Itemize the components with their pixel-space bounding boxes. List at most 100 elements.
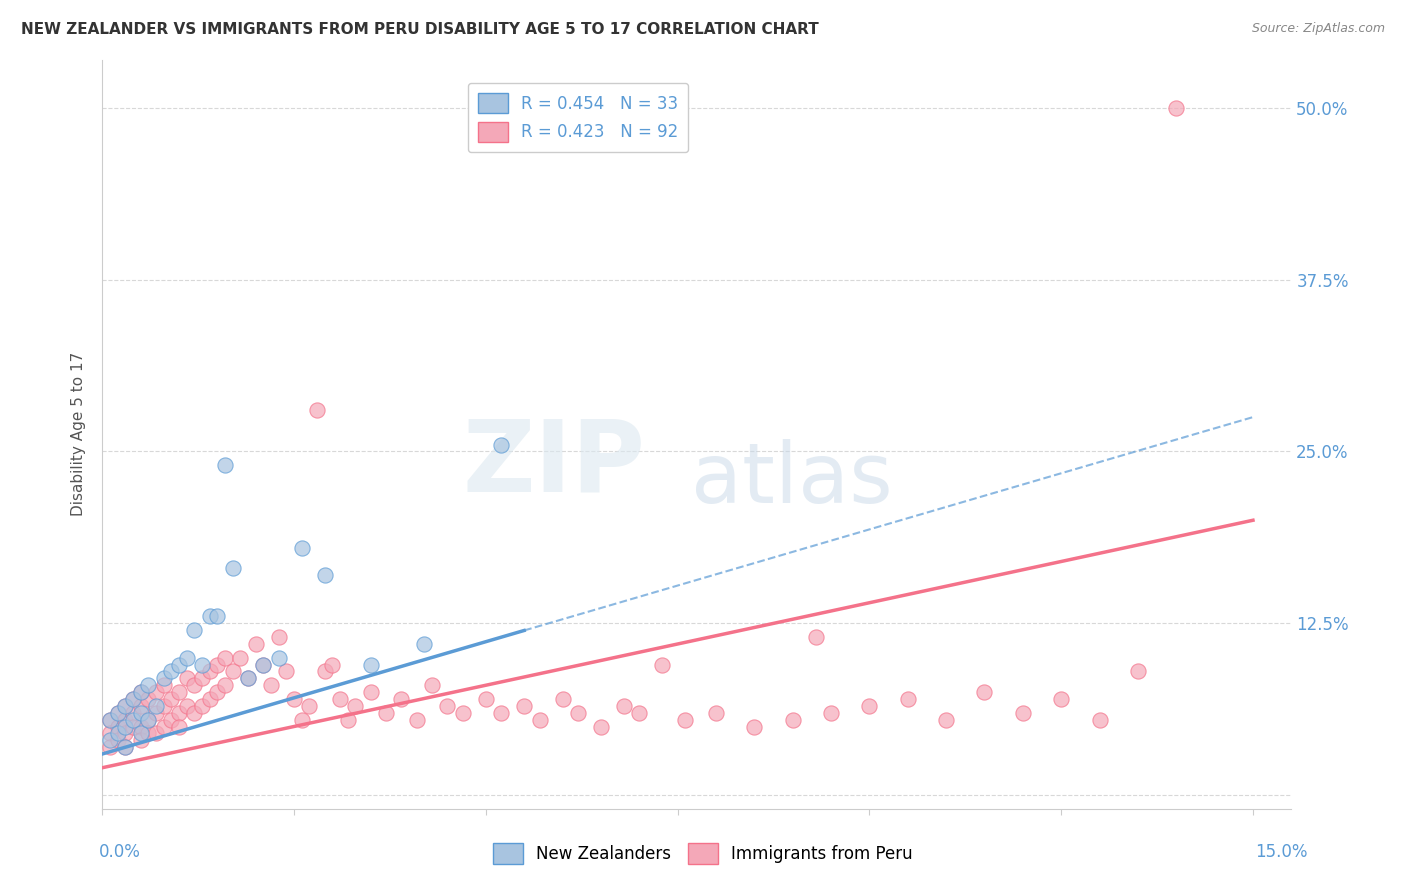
Point <box>107 706 129 720</box>
Point <box>276 665 298 679</box>
Point <box>145 706 167 720</box>
Point <box>114 698 136 713</box>
Point <box>152 719 174 733</box>
Point <box>198 665 221 679</box>
Point <box>122 692 145 706</box>
Point <box>329 692 352 706</box>
Point <box>628 706 651 720</box>
Point <box>129 685 152 699</box>
Point <box>489 437 512 451</box>
Point <box>122 706 145 720</box>
Point <box>229 650 252 665</box>
Point <box>214 650 236 665</box>
Point <box>183 624 205 638</box>
Point <box>145 698 167 713</box>
Point <box>973 685 995 699</box>
Point <box>291 541 314 555</box>
Point <box>136 713 159 727</box>
Point <box>114 726 136 740</box>
Point <box>207 609 229 624</box>
Point <box>214 678 236 692</box>
Point <box>207 657 229 672</box>
Point <box>489 706 512 720</box>
Point <box>804 630 827 644</box>
Point <box>742 719 765 733</box>
Point <box>1011 706 1033 720</box>
Point <box>451 706 474 720</box>
Point <box>236 672 259 686</box>
Point <box>167 706 190 720</box>
Point <box>267 630 290 644</box>
Point <box>420 678 443 692</box>
Point <box>145 726 167 740</box>
Point <box>298 698 321 713</box>
Point <box>413 637 436 651</box>
Point <box>107 726 129 740</box>
Point <box>267 650 290 665</box>
Point <box>136 713 159 727</box>
Point <box>360 685 382 699</box>
Point <box>589 719 612 733</box>
Point <box>152 678 174 692</box>
Point <box>129 685 152 699</box>
Point <box>114 740 136 755</box>
Point <box>145 685 167 699</box>
Y-axis label: Disability Age 5 to 17: Disability Age 5 to 17 <box>72 352 86 516</box>
Point <box>252 657 274 672</box>
Point <box>191 698 214 713</box>
Point <box>405 713 427 727</box>
Point <box>160 692 183 706</box>
Point <box>1088 713 1111 727</box>
Point <box>114 713 136 727</box>
Point <box>198 692 221 706</box>
Text: Source: ZipAtlas.com: Source: ZipAtlas.com <box>1251 22 1385 36</box>
Point <box>221 561 243 575</box>
Point <box>167 719 190 733</box>
Point <box>129 706 152 720</box>
Point <box>283 692 305 706</box>
Point <box>529 713 551 727</box>
Point <box>98 740 121 755</box>
Point <box>651 657 673 672</box>
Text: NEW ZEALANDER VS IMMIGRANTS FROM PERU DISABILITY AGE 5 TO 17 CORRELATION CHART: NEW ZEALANDER VS IMMIGRANTS FROM PERU DI… <box>21 22 818 37</box>
Point <box>98 713 121 727</box>
Point <box>107 733 129 747</box>
Point <box>567 706 589 720</box>
Point <box>236 672 259 686</box>
Point <box>214 458 236 473</box>
Point <box>613 698 636 713</box>
Point <box>191 657 214 672</box>
Point <box>704 706 727 720</box>
Point <box>305 403 328 417</box>
Point <box>475 692 498 706</box>
Point <box>344 698 367 713</box>
Point <box>167 657 190 672</box>
Point <box>152 698 174 713</box>
Point <box>1126 665 1149 679</box>
Text: atlas: atlas <box>690 439 893 520</box>
Point <box>321 657 343 672</box>
Point <box>436 698 458 713</box>
Point <box>98 713 121 727</box>
Text: 0.0%: 0.0% <box>98 843 141 861</box>
Point <box>207 685 229 699</box>
Point <box>1050 692 1073 706</box>
Point <box>858 698 880 713</box>
Point <box>314 568 336 582</box>
Text: 15.0%: 15.0% <box>1256 843 1308 861</box>
Point <box>136 692 159 706</box>
Point <box>291 713 314 727</box>
Point <box>314 665 336 679</box>
Point <box>198 609 221 624</box>
Point <box>107 706 129 720</box>
Legend: R = 0.454   N = 33, R = 0.423   N = 92: R = 0.454 N = 33, R = 0.423 N = 92 <box>468 83 688 152</box>
Text: ZIP: ZIP <box>463 416 645 513</box>
Point <box>98 733 121 747</box>
Point <box>935 713 957 727</box>
Point <box>122 692 145 706</box>
Point <box>122 719 145 733</box>
Point <box>336 713 359 727</box>
Point <box>152 672 174 686</box>
Point <box>551 692 574 706</box>
Point <box>673 713 696 727</box>
